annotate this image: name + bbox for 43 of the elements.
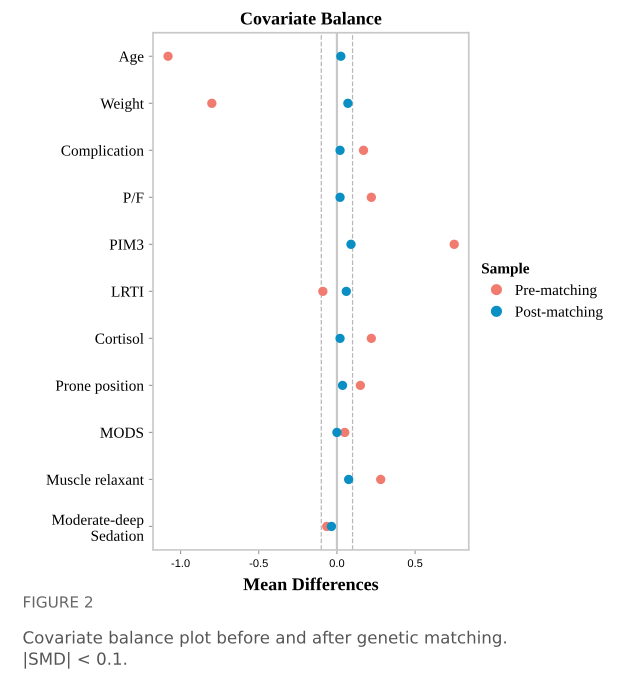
text: Covariate balance plot before and after genetic matching. |SMD| < 0.1. bbox=[23, 630, 506, 669]
point bbox=[376, 474, 386, 484]
point bbox=[335, 146, 345, 155]
x-tick-label: 0.0 bbox=[330, 559, 344, 568]
point bbox=[338, 380, 348, 390]
point bbox=[358, 146, 368, 155]
point bbox=[332, 428, 342, 438]
point bbox=[346, 240, 356, 249]
point bbox=[336, 52, 346, 61]
point bbox=[366, 192, 376, 202]
x-tick-label: -1.0 bbox=[171, 559, 190, 568]
y-tick-label: Cortisol bbox=[95, 333, 144, 344]
point bbox=[450, 240, 459, 249]
y-tick-label: PIM3 bbox=[110, 240, 144, 250]
y-tick-label: Complication bbox=[61, 145, 144, 159]
point bbox=[335, 192, 345, 202]
point bbox=[366, 334, 376, 344]
legend-label: Post-matching bbox=[515, 306, 603, 320]
x-axis-title: Mean Differences bbox=[243, 577, 378, 590]
y-tick-label: Weight bbox=[100, 98, 144, 112]
x-tick-label: -0.5 bbox=[250, 559, 268, 568]
caption: FIGURE 2 bbox=[24, 596, 92, 608]
point bbox=[356, 380, 366, 390]
y-tick-label: P/F bbox=[123, 192, 144, 203]
y-tick-label: Moderate-deep Sedation bbox=[52, 514, 144, 541]
point bbox=[335, 334, 345, 344]
y-tick-label: LRTI bbox=[111, 286, 144, 297]
y-tick-label: Muscle relaxant bbox=[46, 474, 144, 485]
point bbox=[318, 286, 328, 296]
point bbox=[326, 522, 336, 532]
y-tick-label: Prone position bbox=[56, 380, 144, 394]
x-tick-label: 0.5 bbox=[408, 559, 422, 568]
point bbox=[342, 286, 351, 296]
point bbox=[340, 428, 350, 438]
point bbox=[163, 52, 173, 61]
point bbox=[343, 98, 353, 108]
y-tick-label: MODS bbox=[100, 428, 144, 438]
point bbox=[207, 98, 216, 108]
legend-title: Sample bbox=[482, 262, 530, 277]
legend-label: Pre-matching bbox=[515, 284, 597, 298]
point bbox=[344, 474, 354, 484]
chart-title: Covariate Balance bbox=[240, 12, 382, 25]
y-tick-label: Age bbox=[118, 51, 144, 65]
